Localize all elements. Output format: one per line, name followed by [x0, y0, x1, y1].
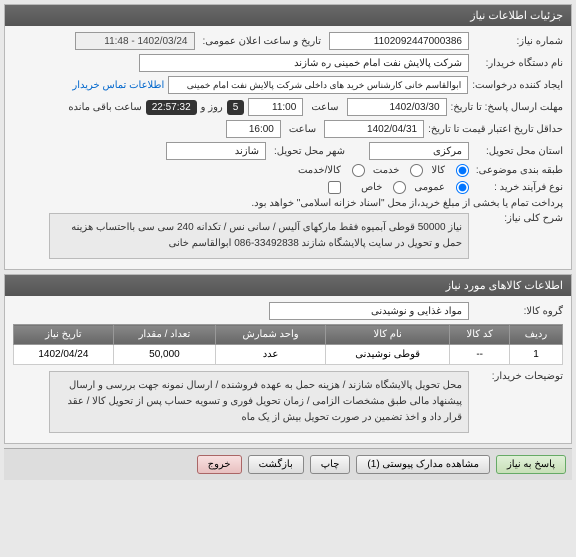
panel1-title: جزئیات اطلاعات نیاز	[5, 5, 571, 26]
contact-link[interactable]: اطلاعات تماس خریدار	[72, 80, 164, 91]
cell-date: 1402/04/24	[14, 345, 114, 365]
deadline-date: 1402/03/30	[347, 98, 447, 116]
announce-label: تاریخ و ساعت اعلان عمومی:	[203, 36, 322, 47]
countdown-time: 22:57:32	[146, 100, 197, 115]
attachments-button[interactable]: مشاهده مدارک پیوستی (1)	[356, 455, 490, 474]
org-value: شرکت پالایش نفت امام خمینی ره شازند	[139, 54, 469, 72]
deadline-label: مهلت ارسال پاسخ: تا تاریخ:	[451, 102, 563, 113]
budget-radio-service[interactable]	[410, 164, 423, 177]
process-radio-special[interactable]	[393, 181, 406, 194]
group-value: مواد غذایی و نوشیدنی	[269, 302, 469, 320]
respond-button[interactable]: پاسخ به نیاز	[496, 455, 566, 474]
need-no-value: 1102092447000386	[329, 32, 469, 50]
countdown-days: 5	[227, 100, 245, 115]
process-opt1: عمومی	[414, 182, 445, 193]
province-label: استان محل تحویل:	[473, 146, 563, 157]
city-value: شازند	[166, 142, 266, 160]
validity-time: 16:00	[226, 120, 281, 138]
need-details-panel: جزئیات اطلاعات نیاز شماره نیاز: 11020924…	[4, 4, 572, 270]
back-button[interactable]: بازگشت	[248, 455, 304, 474]
cell-unit: عدد	[216, 345, 326, 365]
remain-word: ساعت باقی مانده	[68, 102, 141, 113]
process-radio-public[interactable]	[456, 181, 469, 194]
goods-table: ردیف کد کالا نام کالا واحد شمارش تعداد /…	[13, 324, 563, 365]
province-value: مرکزی	[369, 142, 469, 160]
deadline-time: 11:00	[248, 98, 303, 116]
panel2-title: اطلاعات کالاهای مورد نیاز	[5, 275, 571, 296]
cell-name: قوطی نوشیدنی	[325, 345, 449, 365]
cell-idx: 1	[509, 345, 562, 365]
budget-opt2: خدمت	[373, 165, 400, 176]
group-label: گروه کالا:	[473, 306, 563, 317]
process-label: نوع فرآیند خرید :	[473, 182, 563, 193]
goods-panel: اطلاعات کالاهای مورد نیاز گروه کالا: موا…	[4, 274, 572, 444]
validity-label: حداقل تاریخ اعتبار قیمت تا تاریخ:	[428, 124, 563, 135]
time-label-2: ساعت	[289, 124, 316, 135]
budget-opt1: کالا	[431, 165, 445, 176]
cell-code: --	[450, 345, 510, 365]
validity-date: 1402/04/31	[324, 120, 424, 138]
col-qty: تعداد / مقدار	[113, 325, 215, 345]
process-opt2: خاص	[361, 182, 382, 193]
need-no-label: شماره نیاز:	[473, 36, 563, 47]
budget-label: طبقه بندی موضوعی:	[473, 165, 563, 176]
time-label-1: ساعت	[311, 102, 338, 113]
col-date: تاریخ نیاز	[14, 325, 114, 345]
treasury-checkbox[interactable]	[328, 181, 341, 194]
org-label: نام دستگاه خریدار:	[473, 58, 563, 69]
col-idx: ردیف	[509, 325, 562, 345]
pay-note: پرداخت تمام یا بخشی از مبلغ خرید،از محل …	[251, 198, 563, 209]
table-row[interactable]: 1 -- قوطی نوشیدنی عدد 50,000 1402/04/24	[14, 345, 563, 365]
days-word: روز و	[201, 102, 223, 113]
col-code: کد کالا	[450, 325, 510, 345]
col-unit: واحد شمارش	[216, 325, 326, 345]
budget-radio-goods[interactable]	[456, 164, 469, 177]
requester-label: ایجاد کننده درخواست:	[472, 80, 563, 91]
buyer-note: محل تحویل پالایشگاه شازند / هزینه حمل به…	[49, 371, 469, 433]
exit-button[interactable]: خروج	[197, 455, 242, 474]
desc-label: شرح کلی نیاز:	[473, 213, 563, 224]
city-label: شهر محل تحویل:	[274, 146, 345, 157]
budget-opt3: کالا/خدمت	[298, 165, 341, 176]
print-button[interactable]: چاپ	[310, 455, 351, 474]
cell-qty: 50,000	[113, 345, 215, 365]
button-bar: پاسخ به نیاز مشاهده مدارک پیوستی (1) چاپ…	[4, 448, 572, 480]
buyer-note-label: توضیحات خریدار:	[473, 371, 563, 382]
requester-value: ابوالقاسم خانی کارشناس خرید های داخلی شر…	[168, 76, 468, 94]
col-name: نام کالا	[325, 325, 449, 345]
budget-radio-both[interactable]	[352, 164, 365, 177]
desc-text: نیاز 50000 قوطی آبمیوه فقط مارکهای آلیس …	[49, 213, 469, 259]
announce-value: 1402/03/24 - 11:48	[75, 32, 195, 50]
